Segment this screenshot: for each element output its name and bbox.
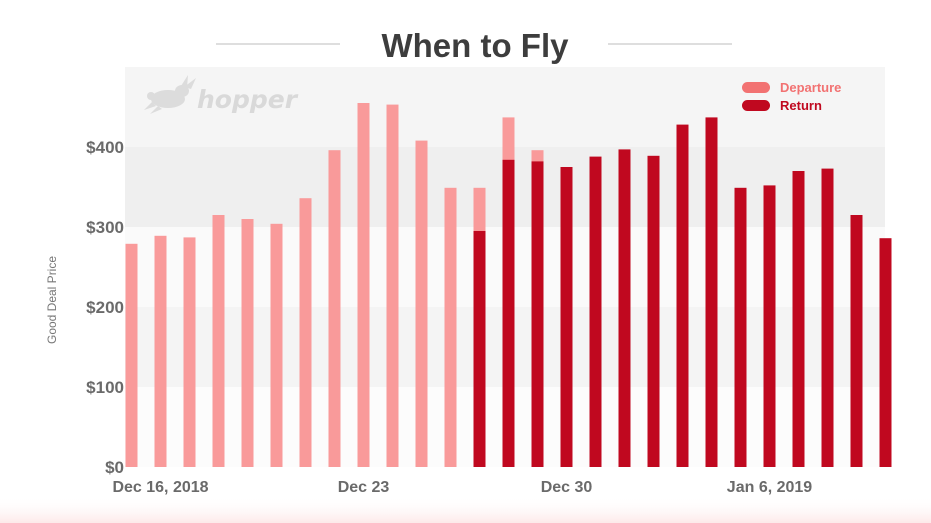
return-bar	[589, 156, 602, 467]
chart-title: When to Fly	[382, 27, 570, 64]
rabbit-icon	[144, 75, 196, 114]
return-bar	[647, 155, 660, 468]
return-bar	[705, 117, 718, 468]
return-bar	[618, 149, 631, 467]
return-bar	[502, 159, 515, 468]
y-tick-label: $300	[86, 218, 124, 237]
departure-bar	[415, 140, 428, 467]
x-tick-label: Dec 30	[541, 479, 593, 496]
legend: Departure Return	[742, 80, 841, 113]
return-bar	[676, 124, 689, 467]
departure-bar	[125, 243, 138, 467]
return-bar	[560, 167, 573, 467]
departure-bar	[212, 215, 225, 467]
departure-bar	[444, 187, 457, 468]
x-axis-ticks: Dec 16, 2018 Dec 23 Dec 30 Jan 6, 2019	[112, 479, 812, 496]
x-tick-label: Jan 6, 2019	[727, 479, 813, 496]
y-tick-label: $400	[86, 138, 124, 157]
departure-bar	[154, 235, 167, 467]
return-bar	[473, 231, 486, 467]
departure-bar	[299, 198, 312, 467]
departure-bar	[270, 223, 283, 467]
legend-label-return: Return	[780, 98, 822, 113]
return-bar	[734, 187, 747, 468]
legend-label-departure: Departure	[780, 80, 841, 95]
departure-bar	[241, 219, 254, 467]
return-bar	[763, 185, 776, 467]
return-bar	[879, 238, 892, 467]
return-bar	[821, 168, 834, 467]
x-tick-label: Dec 16, 2018	[112, 479, 208, 496]
y-tick-label: $200	[86, 298, 124, 317]
y-tick-label: $100	[86, 378, 124, 397]
hopper-logo-text: hopper	[197, 85, 299, 114]
hopper-logo: hopper	[144, 75, 299, 114]
departure-bar	[328, 150, 341, 467]
departure-bar	[386, 104, 399, 467]
y-axis-label: Good Deal Price	[45, 256, 59, 344]
legend-swatch-return	[742, 100, 770, 111]
y-axis-ticks: $0 $100 $200 $300 $400	[86, 138, 124, 477]
legend-swatch-departure	[742, 82, 770, 93]
departure-bar	[357, 103, 370, 467]
return-bar	[850, 215, 863, 467]
y-tick-label: $0	[105, 458, 124, 477]
bottom-fade	[0, 496, 931, 523]
return-bars	[473, 117, 892, 468]
x-tick-label: Dec 23	[338, 479, 390, 496]
return-bar	[531, 161, 544, 467]
departure-bar	[183, 237, 196, 467]
return-bar	[792, 171, 805, 467]
